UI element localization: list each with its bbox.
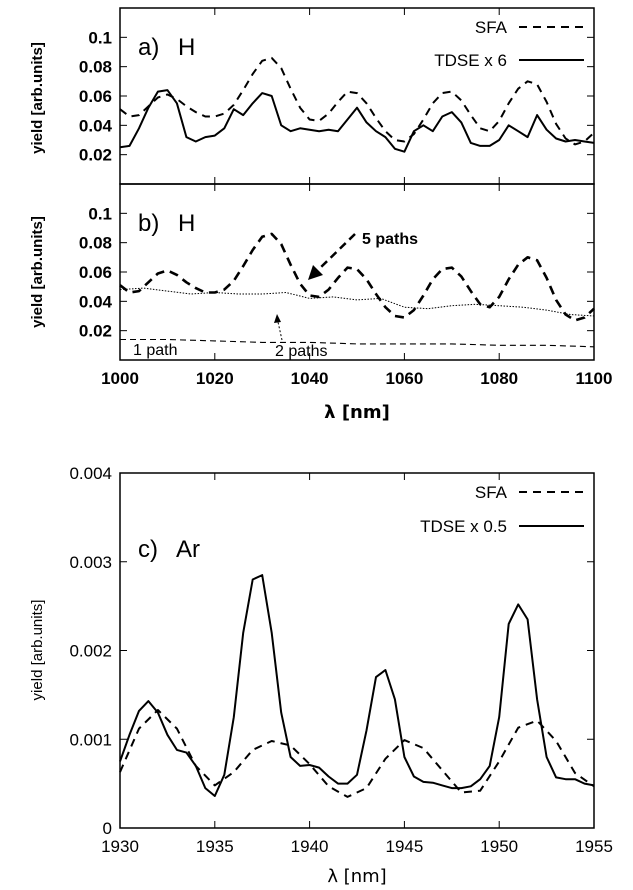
- panel-b-series: [119, 232, 595, 348]
- legend-a-tdse-label: TDSE x 6: [434, 51, 507, 70]
- panel-c-series: [119, 574, 595, 798]
- legend-c-sfa-label: SFA: [475, 483, 508, 502]
- series-line-5-paths: [119, 232, 595, 322]
- series-line-2-paths: [119, 287, 595, 317]
- xtick-label: 1940: [291, 837, 329, 856]
- arrow-5-paths-shaft: [317, 233, 356, 271]
- panel-b-atom: H: [178, 210, 195, 237]
- series-line-tdse-x-6: [119, 89, 595, 153]
- ytick-label: 0.004: [69, 464, 112, 483]
- annotation-2-paths: 2 paths: [275, 343, 327, 360]
- ytick-label: 0.1: [88, 204, 112, 223]
- ytick-label: 0.02: [79, 322, 112, 341]
- series-line-sfa: [119, 709, 595, 798]
- ytick-label: 0.04: [79, 292, 113, 311]
- panel-a-ylabel: yield [arb.units]: [29, 42, 46, 154]
- xtick-label: 1945: [385, 837, 423, 856]
- ytick-label: 0.1: [88, 28, 112, 47]
- panel-a-atom: H: [178, 34, 195, 61]
- ytick-label: 0.02: [79, 146, 112, 165]
- panel-c-atom: Ar: [176, 536, 200, 563]
- xtick-label: 1000: [101, 369, 139, 388]
- panel-c-ylabel: yield [arb.units]: [29, 600, 46, 701]
- panel-b-xlabel: λ [nm]: [324, 402, 390, 423]
- panel-c-xlabel: λ [nm]: [327, 866, 386, 887]
- ytick-label: 0.003: [69, 553, 112, 572]
- panel-c-ticks: 0 0.001 0.002 0.003 0.004 1930 1935 1940 1945 195…: [69, 464, 612, 856]
- arrow-5-paths-head: [308, 265, 323, 280]
- panel-a-label: a): [138, 34, 159, 61]
- arrow-2-paths-shaft: [277, 321, 283, 341]
- legend-a-sfa-label: SFA: [475, 18, 508, 37]
- ytick-label: 0: [103, 819, 112, 838]
- xtick-label: 1100: [576, 369, 613, 388]
- ytick-label: 0.06: [79, 263, 112, 282]
- arrow-2-paths-head: [274, 314, 281, 323]
- panel-c-label: c): [138, 536, 158, 563]
- panel-b-ticks: 0.02 0.04 0.06 0.08 0.1 1000 1020 1040 1060 1080 1…: [79, 184, 613, 388]
- ytick-label: 0.001: [69, 730, 112, 749]
- annotation-1-path: 1 path: [133, 342, 177, 359]
- xtick-label: 1040: [291, 369, 329, 388]
- panel-b-ylabel: yield [arb.units]: [29, 216, 46, 328]
- legend-c-tdse-label: TDSE x 0.5: [420, 517, 507, 536]
- xtick-label: 1955: [575, 837, 613, 856]
- xtick-label: 1060: [385, 369, 423, 388]
- ytick-label: 0.08: [79, 58, 112, 77]
- xtick-label: 1080: [480, 369, 518, 388]
- xtick-label: 1930: [101, 837, 139, 856]
- xtick-label: 1020: [196, 369, 234, 388]
- panel-a-series: [119, 56, 595, 153]
- series-line-tdse-x-0-5: [119, 574, 595, 797]
- xtick-label: 1950: [480, 837, 518, 856]
- xtick-label: 1935: [196, 837, 234, 856]
- panel-a-ticks: 0.02 0.04 0.06 0.08 0.1: [79, 8, 595, 184]
- ytick-label: 0.002: [69, 642, 112, 661]
- ytick-label: 0.04: [79, 116, 113, 135]
- panel-b-label: b): [138, 210, 159, 237]
- ytick-label: 0.06: [79, 87, 112, 106]
- ytick-label: 0.08: [79, 234, 112, 253]
- series-line-1-path: [120, 338, 595, 348]
- series-line-sfa: [119, 56, 595, 146]
- annotation-5-paths: 5 paths: [362, 231, 418, 248]
